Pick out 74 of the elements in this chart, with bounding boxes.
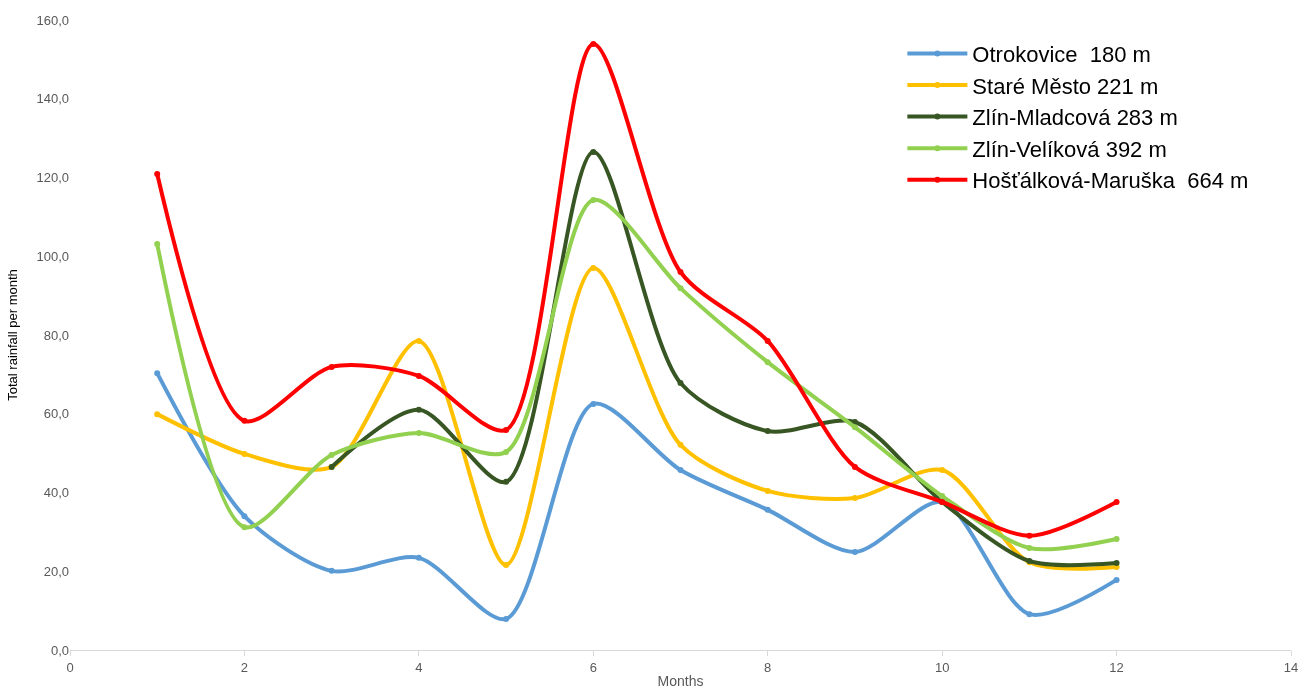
point <box>851 424 858 431</box>
y-tick-label: 40,0 <box>43 485 69 501</box>
point <box>503 561 510 568</box>
point <box>939 467 946 474</box>
point <box>154 241 161 248</box>
point <box>1113 498 1120 505</box>
point <box>241 450 248 457</box>
y-tick-label: 120,0 <box>36 170 69 186</box>
point <box>415 554 422 561</box>
point <box>241 524 248 531</box>
x-tick-label: 6 <box>589 659 597 675</box>
point <box>677 269 684 275</box>
legend-label: Hošťálková-Maruška 664 m <box>972 168 1249 194</box>
y-tick-label: 140,0 <box>36 91 69 107</box>
point <box>241 417 248 424</box>
point <box>503 448 510 455</box>
point <box>154 411 161 418</box>
y-tick-label: 80,0 <box>43 327 69 343</box>
point <box>1026 611 1033 618</box>
point <box>764 487 771 494</box>
point <box>677 441 684 448</box>
point <box>154 370 161 377</box>
x-tick-label: 4 <box>415 659 423 675</box>
legend-label: Staré Město 221 m <box>972 73 1159 99</box>
point <box>851 419 858 426</box>
point <box>939 493 946 500</box>
y-tick-label: 60,0 <box>43 406 69 422</box>
point <box>415 430 422 437</box>
x-tick-label: 12 <box>1109 659 1124 675</box>
legend-label: Otrokovice 180 m <box>972 41 1151 67</box>
point <box>503 478 510 485</box>
point <box>764 428 771 435</box>
point <box>1113 576 1120 583</box>
point <box>764 359 771 366</box>
point <box>154 170 161 177</box>
y-tick-label: 20,0 <box>43 563 69 579</box>
legend-label: Zlín-Velíková 392 m <box>972 136 1167 162</box>
point <box>590 400 597 407</box>
point <box>677 285 684 292</box>
point <box>590 265 597 272</box>
point <box>415 372 422 379</box>
point <box>1026 545 1033 552</box>
point <box>764 506 771 513</box>
x-tick-label: 2 <box>240 659 249 675</box>
y-axis-title: Total rainfall per month <box>5 269 21 401</box>
point <box>241 513 248 520</box>
y-tick-label: 100,0 <box>36 248 69 264</box>
point <box>590 41 597 48</box>
point <box>415 337 422 344</box>
y-tick-label: 160,0 <box>36 12 69 28</box>
point <box>764 337 771 344</box>
point <box>328 363 335 370</box>
point <box>503 426 510 433</box>
x-tick-label: 0 <box>66 659 74 675</box>
x-tick-label: 14 <box>1283 659 1299 675</box>
legend-label: Zlín-Mladcová 283 m <box>972 105 1178 131</box>
point <box>1113 559 1120 566</box>
x-axis-title: Months <box>657 672 704 689</box>
point <box>851 548 858 555</box>
point <box>328 567 335 574</box>
point <box>851 463 858 470</box>
point <box>590 196 597 203</box>
point <box>328 452 335 459</box>
point <box>677 467 684 474</box>
y-tick-label: 0,0 <box>50 642 69 658</box>
point <box>851 495 858 502</box>
x-tick-label: 10 <box>934 659 950 675</box>
point <box>590 148 597 155</box>
point <box>503 615 510 622</box>
point <box>1113 535 1120 542</box>
point <box>1026 532 1033 539</box>
x-tick-label: 8 <box>764 659 772 675</box>
point <box>415 406 422 413</box>
point <box>677 380 684 387</box>
